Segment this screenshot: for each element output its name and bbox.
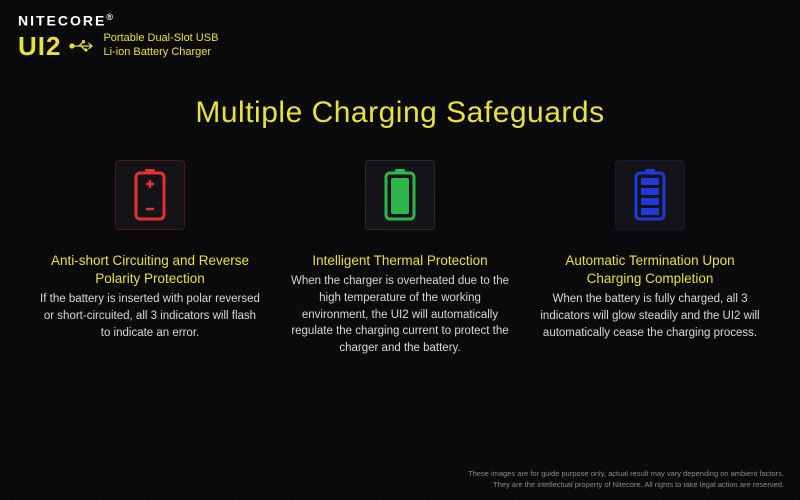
usb-icon <box>69 40 95 52</box>
header: NITECORE® UI2 Portable Dual-Slot USB Li-… <box>18 12 218 62</box>
product-code: UI2 <box>18 31 61 62</box>
icon-box-3 <box>615 160 685 230</box>
product-desc-line1: Portable Dual-Slot USB <box>103 32 218 44</box>
feature-title-3: Automatic Termination Upon Charging Comp… <box>535 252 765 288</box>
footer-line2: They are the intellectual property of Ni… <box>468 480 784 491</box>
page-title: Multiple Charging Safeguards <box>0 96 800 130</box>
feature-anti-short: Anti-short Circuiting and Reverse Polari… <box>35 160 265 357</box>
battery-full-icon <box>634 169 666 221</box>
footer-disclaimer: These images are for guide purpose only,… <box>468 469 784 490</box>
feature-thermal: Intelligent Thermal Protection When the … <box>285 160 515 357</box>
brand-logo: NITECORE® <box>18 12 218 29</box>
battery-thermal-icon <box>384 169 416 221</box>
feature-title-1: Anti-short Circuiting and Reverse Polari… <box>35 252 265 288</box>
battery-polarity-icon <box>134 169 166 221</box>
footer-line1: These images are for guide purpose only,… <box>468 469 784 480</box>
brand-text: NITECORE <box>18 13 106 29</box>
feature-auto-termination: Automatic Termination Upon Charging Comp… <box>535 160 765 357</box>
feature-body-2: When the charger is overheated due to th… <box>285 273 515 356</box>
features-row: Anti-short Circuiting and Reverse Polari… <box>0 160 800 357</box>
feature-title-2: Intelligent Thermal Protection <box>285 252 515 270</box>
product-description: Portable Dual-Slot USB Li-ion Battery Ch… <box>103 32 218 60</box>
feature-body-1: If the battery is inserted with polar re… <box>35 291 265 341</box>
product-desc-line2: Li-ion Battery Charger <box>103 46 211 58</box>
registered-mark: ® <box>106 12 115 22</box>
product-row: UI2 Portable Dual-Slot USB Li-ion Batter… <box>18 31 218 62</box>
icon-box-1 <box>115 160 185 230</box>
icon-box-2 <box>365 160 435 230</box>
feature-body-3: When the battery is fully charged, all 3… <box>535 291 765 341</box>
